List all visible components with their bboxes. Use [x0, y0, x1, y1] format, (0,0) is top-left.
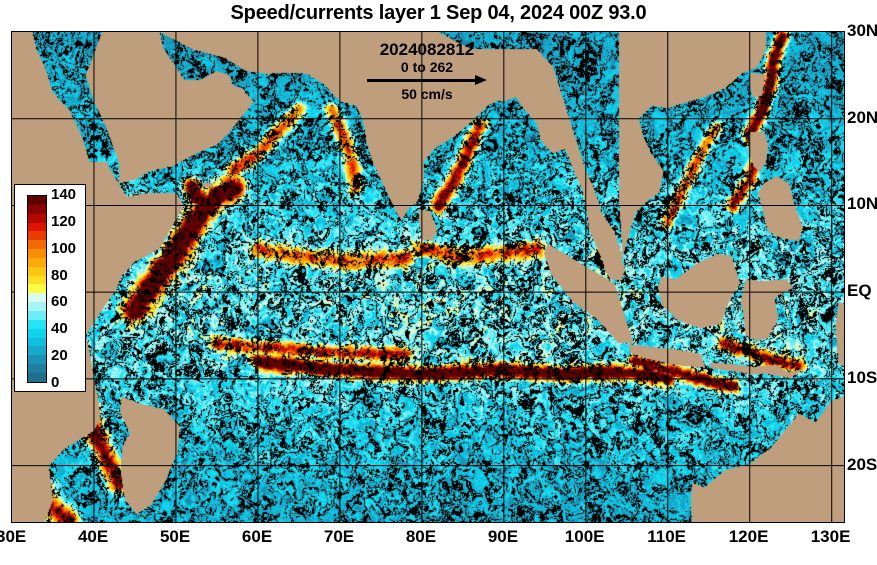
lon-tick-60E: 60E	[241, 527, 273, 546]
lon-tick-110E: 110E	[647, 527, 687, 546]
colorbar-tick-60: 60	[51, 293, 68, 311]
colorbar-tick-labels: 0 20 40 60 80 100 120 140	[51, 185, 87, 393]
lon-tick-100E: 100E	[564, 527, 605, 546]
colorbar-tick-40: 40	[51, 320, 68, 338]
lon-tick-70E: 70E	[323, 527, 355, 546]
colorbar-tick-140: 140	[51, 186, 77, 203]
lat-tick-10S: 10S	[847, 367, 877, 387]
lat-tick-EQ: EQ	[847, 281, 872, 301]
lat-tick-20N: 20N	[847, 107, 877, 127]
map-plot-area[interactable]	[11, 31, 845, 523]
lon-tick-30E: 30E	[0, 527, 27, 546]
page-title: Speed/currents layer 1 Sep 04, 2024 00Z …	[230, 2, 647, 24]
lat-tick-10N: 10N	[847, 194, 877, 214]
colorbar-tick-0: 0	[51, 374, 60, 391]
colorbar-legend: 0 20 40 60 80 100 120 140	[14, 184, 86, 392]
lon-tick-130E: 130E	[810, 527, 851, 546]
lat-tick-20S: 20S	[847, 454, 877, 474]
ocean-current-speed-field	[12, 32, 844, 522]
colorbar-tick-120: 120	[51, 212, 77, 230]
colorbar-tick-20: 20	[51, 347, 68, 365]
lon-tick-120E: 120E	[728, 527, 769, 546]
lon-tick-80E: 80E	[405, 527, 437, 546]
colorbar-tick-100: 100	[51, 239, 77, 257]
lon-tick-40E: 40E	[77, 527, 109, 546]
colorbar-tick-80: 80	[51, 266, 68, 284]
lat-tick-30N: 30N	[847, 21, 877, 40]
lon-tick-50E: 50E	[159, 527, 191, 546]
lon-tick-90E: 90E	[487, 527, 519, 546]
colorbar-gradient-strip	[27, 195, 47, 383]
